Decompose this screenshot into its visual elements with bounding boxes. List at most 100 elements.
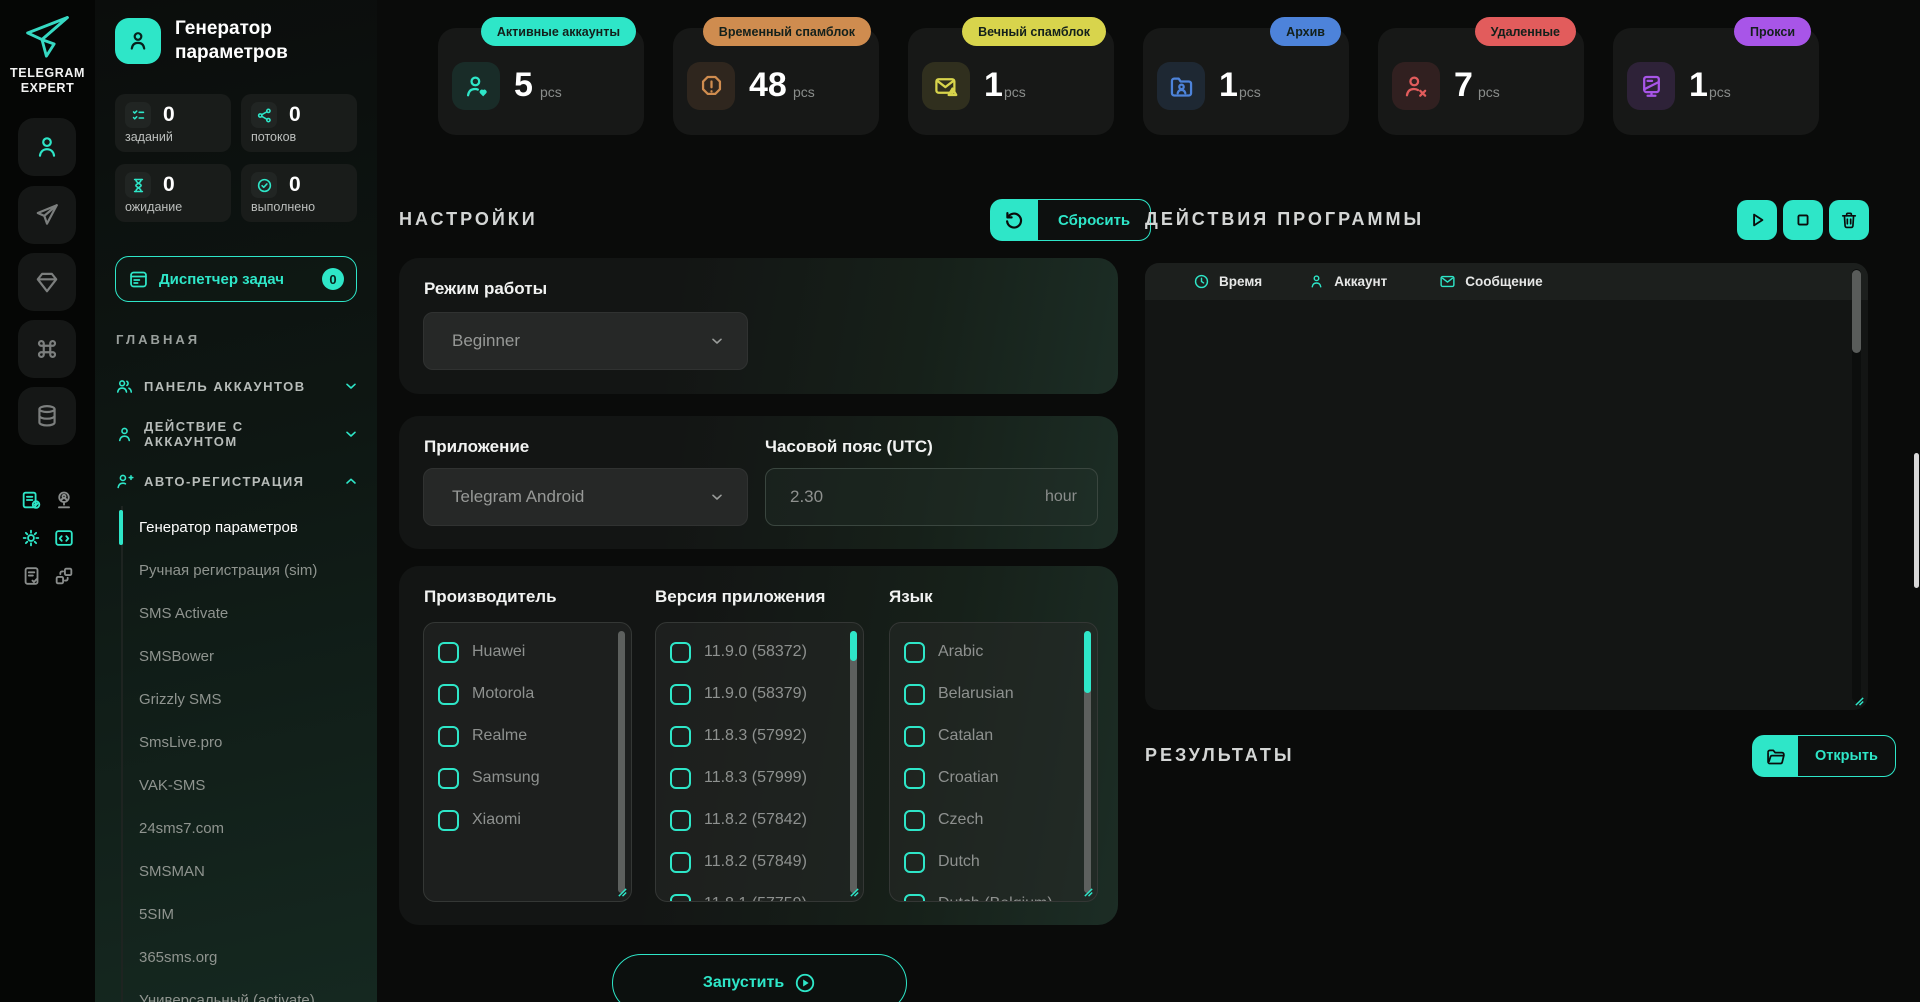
checkbox[interactable] — [670, 809, 691, 831]
stat-waiting: 0 ожидание — [115, 164, 231, 222]
checkbox[interactable] — [670, 893, 691, 901]
alert-octagon-icon — [687, 62, 735, 110]
log-column-message[interactable]: Сообщение — [1439, 273, 1543, 290]
webcam-icon[interactable] — [53, 489, 75, 511]
nav-group-auto-registration[interactable]: АВТО-РЕГИСТРАЦИЯ — [115, 461, 359, 501]
reset-button[interactable]: Сбросить — [990, 199, 1152, 241]
submenu-item[interactable]: Универсальный (activate) — [123, 979, 377, 1002]
log-column-time[interactable]: Время — [1193, 273, 1262, 290]
checkbox[interactable] — [904, 725, 925, 747]
settings-card-application: Приложение Telegram Android Часовой пояс… — [399, 416, 1118, 549]
submenu-item-label: 365sms.org — [139, 949, 218, 966]
checkbox[interactable] — [438, 809, 459, 831]
checkbox[interactable] — [438, 641, 459, 663]
timezone-input[interactable]: 2.30 hour — [765, 468, 1098, 526]
submenu-item[interactable]: 24sms7.com — [123, 807, 377, 850]
telegram-expert-logo-icon — [21, 12, 74, 65]
submenu-item[interactable]: SMS Activate — [123, 592, 377, 635]
submenu-item-label: Grizzly SMS — [139, 691, 222, 708]
checkbox[interactable] — [904, 893, 925, 901]
resize-handle-icon[interactable] — [1854, 696, 1865, 707]
checkbox-option: 11.9.0 (58372) — [656, 631, 863, 673]
checkbox[interactable] — [670, 851, 691, 873]
submenu-item[interactable]: SmsLive.pro — [123, 721, 377, 764]
checkbox[interactable] — [438, 683, 459, 705]
scrollbar-thumb[interactable] — [850, 631, 857, 661]
log-scrollbar-track[interactable] — [1852, 269, 1861, 702]
checkbox[interactable] — [904, 683, 925, 705]
submenu-item[interactable]: Grizzly SMS — [123, 678, 377, 721]
log-column-account[interactable]: Аккаунт — [1308, 273, 1387, 290]
resize-handle-icon[interactable] — [1083, 887, 1094, 898]
open-results-button[interactable]: Открыть — [1752, 735, 1896, 777]
checkbox[interactable] — [670, 641, 691, 663]
log-stop-button[interactable] — [1783, 200, 1823, 240]
submenu-item-label: SmsLive.pro — [139, 734, 223, 751]
rail-command-button[interactable] — [18, 320, 76, 378]
checkbox-option: Belarusian — [890, 673, 1097, 715]
checkbox[interactable] — [670, 725, 691, 747]
log-table-header: Время Аккаунт Сообщение — [1145, 263, 1868, 300]
language-listbox: Arabic Belarusian Catalan Croatian Czech… — [889, 622, 1098, 902]
rail-premium-button[interactable] — [18, 253, 76, 311]
page-scrollbar-thumb[interactable] — [1914, 453, 1919, 588]
rail-sender-button[interactable] — [18, 186, 76, 244]
scrollbar-thumb[interactable] — [1084, 631, 1091, 693]
task-manager-badge: 0 — [322, 268, 344, 290]
gear-icon[interactable] — [20, 527, 42, 549]
log-scrollbar-thumb[interactable] — [1852, 270, 1861, 353]
checkbox-label: Czech — [938, 811, 984, 828]
checkbox[interactable] — [670, 683, 691, 705]
checkbox-label: Huawei — [472, 643, 526, 660]
checkbox-label: 11.8.3 (57999) — [704, 769, 807, 786]
submenu-item[interactable]: Ручная регистрация (sim) — [123, 549, 377, 592]
rail-accounts-button[interactable] — [18, 118, 76, 176]
resize-handle-icon[interactable] — [617, 887, 628, 898]
run-button[interactable]: Запустить — [612, 954, 907, 1002]
checkbox-label: Dutch (Belgium) — [938, 895, 1053, 901]
mode-select[interactable]: Beginner — [423, 312, 748, 370]
checkbox[interactable] — [438, 725, 459, 747]
checkbox-label: Arabic — [938, 643, 984, 660]
submenu-item[interactable]: VAK-SMS — [123, 764, 377, 807]
submenu-item[interactable]: Генератор параметров — [119, 506, 377, 549]
task-manager-button[interactable]: Диспетчер задач 0 — [115, 256, 357, 302]
stat-value: 0 — [289, 173, 301, 196]
resize-handle-icon[interactable] — [849, 887, 860, 898]
checkbox-option: Huawei — [424, 631, 631, 673]
rail-database-button[interactable] — [18, 387, 76, 445]
stat-label: потоков — [251, 130, 297, 144]
scrollbar[interactable] — [1084, 631, 1091, 893]
user-plus-icon — [115, 472, 134, 491]
scrollbar[interactable] — [618, 631, 625, 893]
server-check-icon[interactable] — [20, 489, 42, 511]
nav-group-account-action[interactable]: ДЕЙСТВИЕ С АККАУНТОМ — [115, 414, 359, 454]
checkbox[interactable] — [904, 641, 925, 663]
checkbox[interactable] — [438, 767, 459, 789]
checkbox[interactable] — [670, 767, 691, 789]
submenu-item[interactable]: SMSBower — [123, 635, 377, 678]
card-badge: Удаленные — [1474, 17, 1576, 46]
checkbox[interactable] — [904, 809, 925, 831]
run-button-label: Запустить — [702, 974, 785, 991]
log-clear-button[interactable] — [1829, 200, 1869, 240]
swap-icon[interactable] — [53, 565, 75, 587]
code-window-icon[interactable] — [53, 527, 75, 549]
log-play-button[interactable] — [1737, 200, 1777, 240]
document-check-icon[interactable] — [21, 565, 43, 587]
submenu-item[interactable]: 5SIM — [123, 893, 377, 936]
checklist-icon — [125, 102, 151, 128]
proxy-icon — [1627, 62, 1675, 110]
nav-group-accounts-panel[interactable]: ПАНЕЛЬ АККАУНТОВ — [115, 366, 359, 406]
checkbox[interactable] — [904, 767, 925, 789]
submenu-item[interactable]: SMSMAN — [123, 850, 377, 893]
scrollbar[interactable] — [850, 631, 857, 893]
application-select[interactable]: Telegram Android — [423, 468, 748, 526]
checkbox[interactable] — [904, 851, 925, 873]
chevron-down-icon — [709, 333, 725, 349]
icon-rail: TELEGRAM EXPERT — [0, 0, 95, 1002]
stat-label: ожидание — [125, 200, 183, 214]
manufacturer-listbox: Huawei Motorola Realme Samsung Xiaomi — [423, 622, 632, 902]
submenu-item[interactable]: 365sms.org — [123, 936, 377, 979]
